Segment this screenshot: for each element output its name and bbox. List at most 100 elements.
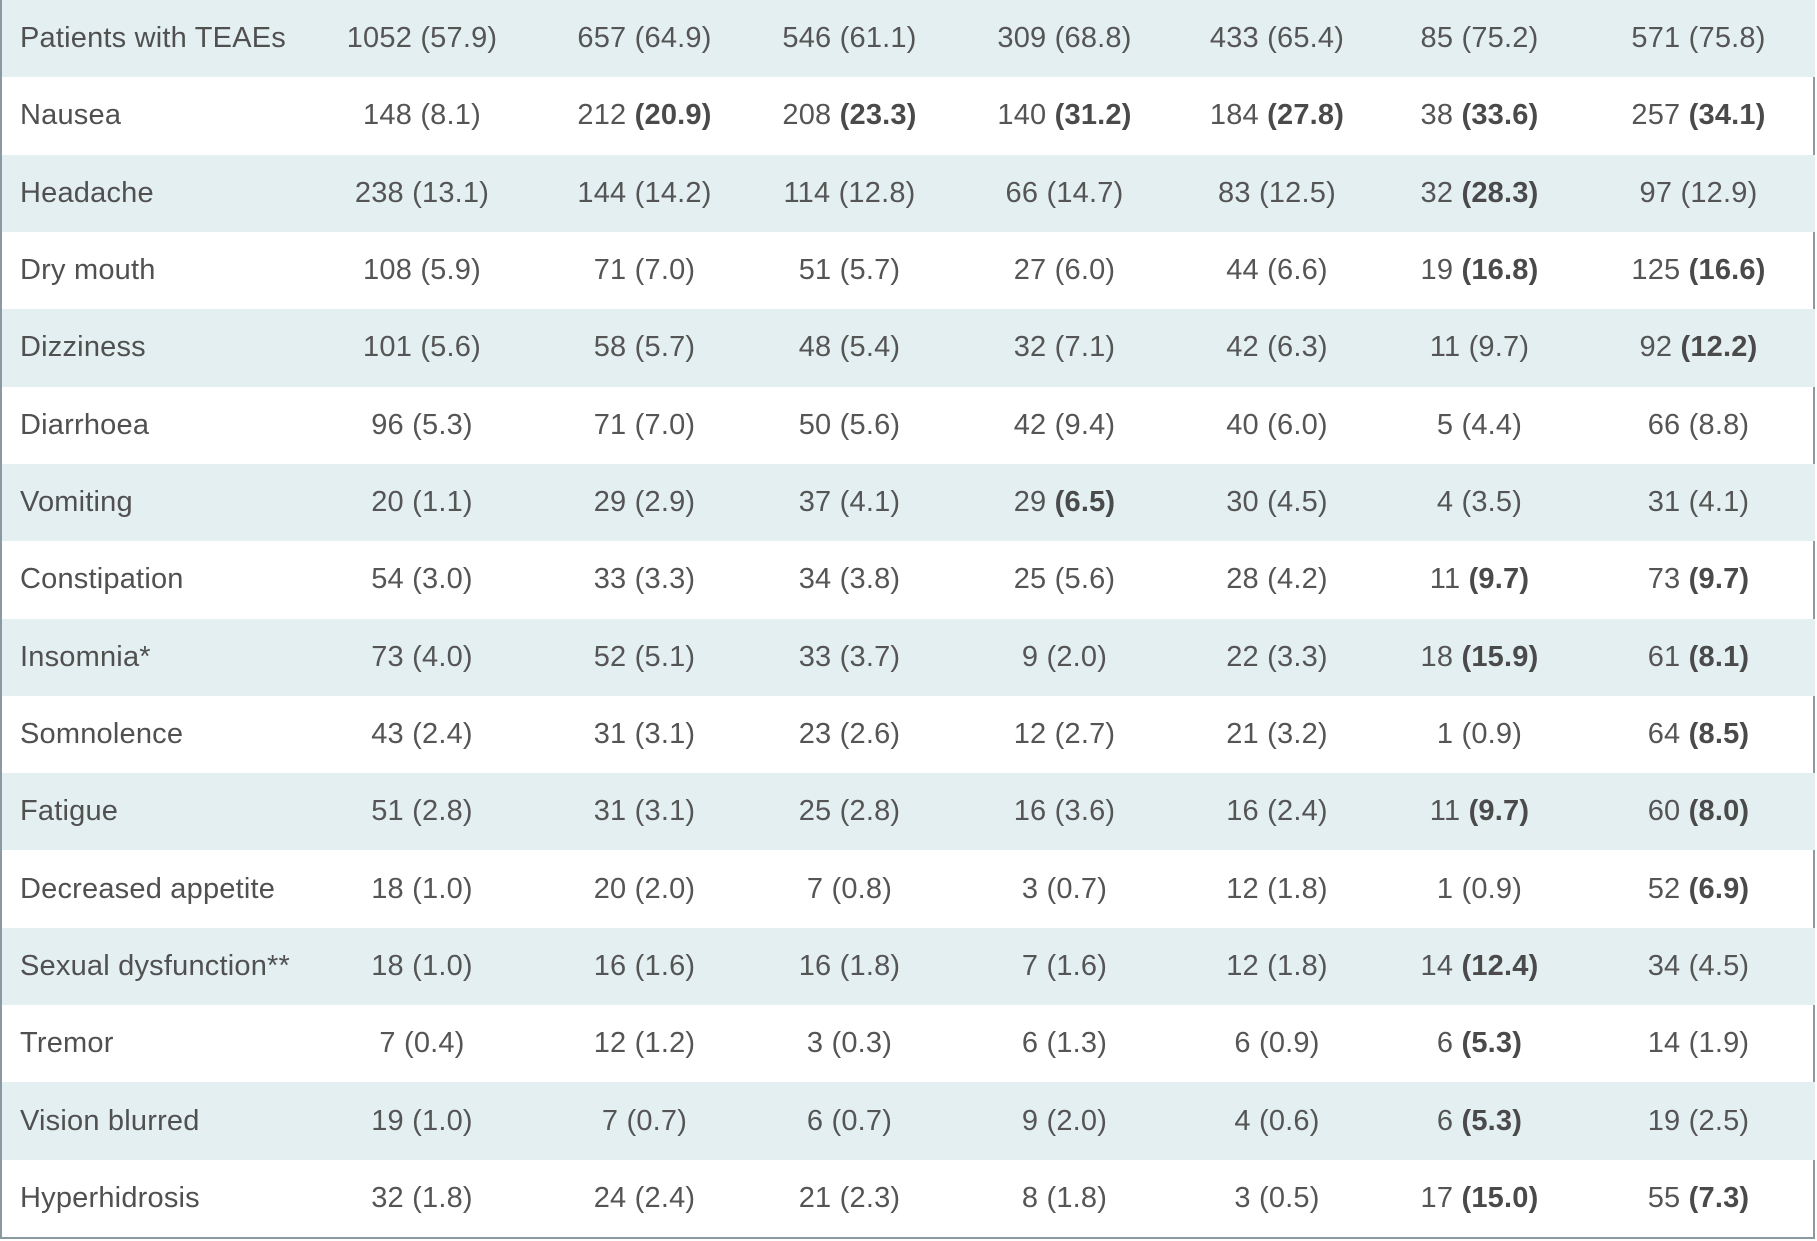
table-cell: 97 (12.9) <box>1582 154 1815 232</box>
table-cell: 51 (2.8) <box>302 773 542 851</box>
cell-count: 96 <box>371 408 404 441</box>
cell-percent-highlighted: (31.2) <box>1054 99 1132 132</box>
cell-count: 309 <box>997 22 1047 55</box>
row-label: Vomiting <box>2 463 302 542</box>
table-cell: 4 (0.6) <box>1177 1082 1377 1160</box>
cell-count: 3 <box>1234 1181 1251 1214</box>
table-cell: 8 (1.8) <box>952 1160 1177 1237</box>
table-row: Vomiting 20 (1.1) 29 (2.9) 37 (4.1) 29 (6.5)… <box>2 463 1815 542</box>
cell-percent: (2.8) <box>412 795 473 828</box>
table-cell: 73 (9.7) <box>1582 541 1815 618</box>
table-cell: 12 (1.8) <box>1177 927 1377 1006</box>
table-cell: 33 (3.7) <box>747 618 952 696</box>
cell-count: 51 <box>371 795 404 828</box>
cell-percent: (2.3) <box>839 1181 901 1214</box>
cell-count: 114 <box>783 176 831 209</box>
cell-percent: (0.8) <box>831 872 893 905</box>
cell-percent: (12.8) <box>838 176 916 209</box>
cell-count: 11 <box>1429 331 1461 364</box>
cell-count: 33 <box>593 563 627 596</box>
cell-percent: (0.7) <box>831 1104 893 1137</box>
table-cell: 27 (6.0) <box>952 232 1177 309</box>
table-cell: 29 (2.9) <box>542 463 747 542</box>
cell-count: 1052 <box>346 22 413 55</box>
table-cell: 6 (5.3) <box>1377 1005 1582 1082</box>
cell-count: 24 <box>593 1181 627 1214</box>
cell-percent: (0.9) <box>1461 872 1523 905</box>
cell-percent: (57.9) <box>420 22 498 55</box>
table-cell: 33 (3.3) <box>542 541 747 618</box>
cell-count: 61 <box>1647 640 1681 673</box>
table-cell: 12 (1.2) <box>542 1005 747 1082</box>
table-cell: 55 (7.3) <box>1582 1160 1815 1237</box>
cell-count: 257 <box>1631 99 1681 132</box>
cell-percent: (0.9) <box>1461 717 1523 750</box>
table-cell: 18 (15.9) <box>1377 618 1582 696</box>
table-cell: 257 (34.1) <box>1582 77 1815 154</box>
cell-count: 18 <box>371 949 404 982</box>
row-label: Hyperhidrosis <box>20 1181 200 1214</box>
cell-percent: (1.8) <box>1267 949 1328 982</box>
cell-percent: (7.0) <box>634 254 696 287</box>
table-cell: 25 (2.8) <box>747 773 952 851</box>
cell-count: 54 <box>371 563 404 596</box>
cell-percent-highlighted: (16.6) <box>1688 254 1766 287</box>
cell-percent: (3.8) <box>839 563 901 596</box>
cell-count: 29 <box>593 486 627 519</box>
cell-percent: (1.1) <box>412 486 473 519</box>
cell-percent: (2.6) <box>839 717 901 750</box>
table-row: Vision blurred 19 (1.0) 7 (0.7) 6 (0.7) 9 (2… <box>2 1082 1815 1160</box>
cell-count: 1 <box>1436 872 1454 905</box>
cell-percent: (6.0) <box>1267 408 1328 441</box>
table-cell: 19 (16.8) <box>1377 232 1582 309</box>
cell-count: 208 <box>782 99 832 132</box>
table-row: Sexual dysfunction** 18 (1.0) 16 (1.6) 16 (… <box>2 927 1815 1006</box>
cell-count: 20 <box>593 872 627 905</box>
cell-count: 83 <box>1218 176 1251 209</box>
cell-percent: (9.7) <box>1468 331 1530 364</box>
table-cell: 60 (8.0) <box>1582 773 1815 851</box>
cell-count: 44 <box>1226 254 1259 287</box>
table-cell: 37 (4.1) <box>747 463 952 542</box>
cell-percent: (3.1) <box>634 795 696 828</box>
cell-count: 14 <box>1420 949 1454 982</box>
table-cell: 101 (5.6) <box>302 309 542 387</box>
cell-percent-highlighted: (15.9) <box>1461 640 1539 673</box>
cell-count: 7 <box>806 872 824 905</box>
cell-percent: (4.5) <box>1688 949 1750 982</box>
cell-percent: (2.4) <box>1267 795 1328 828</box>
cell-count: 12 <box>1013 717 1047 750</box>
table-cell: 25 (5.6) <box>952 541 1177 618</box>
cell-percent: (75.2) <box>1461 22 1539 55</box>
table-cell: 309 (68.8) <box>952 0 1177 78</box>
cell-percent: (14.7) <box>1046 176 1124 209</box>
cell-percent-highlighted: (28.3) <box>1461 176 1539 209</box>
cell-count: 73 <box>1647 563 1681 596</box>
table-cell: 32 (1.8) <box>302 1160 542 1237</box>
cell-percent-highlighted: (27.8) <box>1267 99 1345 132</box>
cell-count: 50 <box>798 408 832 441</box>
cell-percent: (1.9) <box>1688 1027 1750 1060</box>
table-cell: 52 (5.1) <box>542 618 747 696</box>
cell-percent-highlighted: (33.6) <box>1461 99 1539 132</box>
table-cell: 64 (8.5) <box>1582 696 1815 773</box>
table-cell: 657 (64.9) <box>542 0 747 78</box>
table-cell: 21 (2.3) <box>747 1160 952 1237</box>
cell-count: 657 <box>577 22 627 55</box>
table-cell: 7 (0.7) <box>542 1082 747 1160</box>
cell-percent: (4.1) <box>1688 486 1750 519</box>
table-cell: 38 (33.6) <box>1377 77 1582 154</box>
cell-percent-highlighted: (8.1) <box>1688 640 1750 673</box>
table-cell: 14 (1.9) <box>1582 1005 1815 1082</box>
cell-count: 7 <box>601 1104 619 1137</box>
cell-percent: (2.8) <box>839 795 901 828</box>
table-cell: 5 (4.4) <box>1377 387 1582 464</box>
cell-count: 34 <box>798 563 832 596</box>
table-row: Patients with TEAEs 1052 (57.9) 657 (64.9)… <box>2 0 1815 78</box>
cell-count: 546 <box>782 22 832 55</box>
cell-count: 66 <box>1647 408 1681 441</box>
row-label: Decreased appetite <box>20 872 276 905</box>
